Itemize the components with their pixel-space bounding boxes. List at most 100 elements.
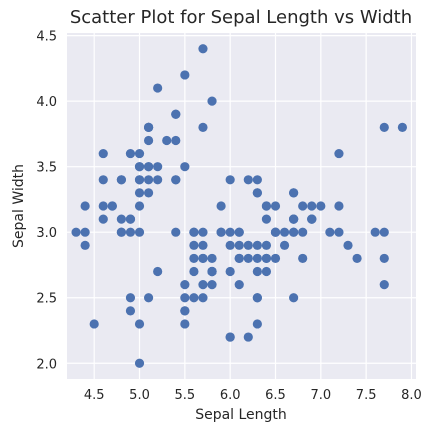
data-point: [71, 227, 81, 237]
data-point: [125, 293, 136, 303]
data-point: [279, 227, 290, 237]
data-point: [180, 162, 190, 172]
data-point: [134, 319, 145, 329]
data-point: [243, 253, 253, 264]
x-tick-label: 7.5: [356, 388, 377, 403]
data-point: [298, 227, 308, 237]
plot-area: [67, 33, 416, 379]
data-point: [279, 240, 290, 250]
data-point: [198, 240, 208, 250]
data-point: [261, 201, 272, 211]
data-point: [134, 201, 145, 211]
data-point: [379, 227, 389, 237]
data-point: [198, 44, 208, 54]
x-tick-label: 6.0: [220, 388, 241, 403]
y-tick-labels: 2.0 2.5 3.0 3.5 4.0 4.5: [36, 30, 57, 373]
y-tick-label: 2.0: [36, 357, 57, 372]
data-point: [207, 253, 217, 264]
y-tick-label: 2.5: [36, 292, 57, 307]
data-point: [180, 280, 190, 290]
data-point: [180, 293, 190, 303]
data-point: [189, 293, 199, 303]
data-point: [98, 175, 108, 185]
data-point: [153, 266, 163, 277]
data-point: [143, 188, 154, 198]
data-point: [80, 227, 90, 237]
data-point: [270, 227, 281, 237]
data-point: [234, 253, 244, 264]
data-point: [334, 148, 344, 159]
data-point: [234, 227, 244, 237]
data-point: [334, 227, 344, 237]
data-point: [189, 227, 199, 237]
data-point: [216, 201, 226, 211]
data-point: [225, 266, 235, 277]
data-point: [116, 175, 126, 185]
data-point: [98, 148, 108, 159]
data-point: [207, 280, 217, 290]
data-point: [316, 201, 326, 211]
data-point: [180, 70, 190, 80]
data-point: [352, 253, 362, 264]
data-point: [252, 253, 262, 264]
data-point: [307, 214, 317, 224]
data-point: [125, 214, 136, 224]
data-point: [80, 201, 90, 211]
data-point: [189, 266, 199, 277]
data-point: [243, 240, 253, 250]
data-point: [198, 122, 208, 132]
data-point: [289, 293, 299, 303]
y-axis-label: Sepal Width: [11, 164, 27, 248]
data-point: [252, 240, 262, 250]
data-point: [125, 148, 136, 159]
data-point: [225, 175, 235, 185]
y-tick-label: 3.5: [36, 161, 57, 176]
data-point: [252, 319, 262, 329]
data-point: [307, 201, 317, 211]
data-point: [334, 201, 344, 211]
data-points: [71, 44, 408, 368]
data-point: [379, 122, 389, 132]
x-tick-label: 8.0: [401, 388, 422, 403]
data-point: [143, 162, 154, 172]
data-point: [234, 280, 244, 290]
data-point: [270, 253, 281, 264]
data-point: [234, 240, 244, 250]
data-point: [134, 175, 145, 185]
y-tick-label: 4.5: [36, 30, 57, 45]
data-point: [171, 227, 181, 237]
data-point: [98, 201, 108, 211]
data-point: [143, 175, 154, 185]
data-point: [289, 227, 299, 237]
data-point: [261, 266, 272, 277]
x-tick-label: 5.5: [175, 388, 196, 403]
data-point: [134, 227, 145, 237]
data-point: [261, 253, 272, 264]
data-point: [370, 227, 380, 237]
x-tick-label: 7.0: [310, 388, 331, 403]
data-point: [198, 280, 208, 290]
data-point: [298, 253, 308, 264]
data-point: [143, 135, 154, 146]
data-point: [207, 266, 217, 277]
data-point: [198, 253, 208, 264]
data-point: [134, 162, 145, 172]
data-point: [243, 332, 253, 342]
data-point: [171, 175, 181, 185]
chart-title: Scatter Plot for Sepal Length vs Width: [70, 7, 412, 28]
data-point: [397, 122, 408, 132]
y-tick-label: 4.0: [36, 95, 57, 110]
data-point: [80, 240, 90, 250]
y-tick-label: 3.0: [36, 226, 57, 241]
data-point: [289, 188, 299, 198]
data-point: [379, 253, 389, 264]
data-point: [270, 201, 281, 211]
data-point: [116, 227, 126, 237]
data-point: [134, 358, 145, 368]
x-tick-label: 5.0: [129, 388, 150, 403]
data-point: [379, 280, 389, 290]
data-point: [171, 109, 181, 119]
data-point: [171, 135, 181, 146]
data-point: [225, 332, 235, 342]
